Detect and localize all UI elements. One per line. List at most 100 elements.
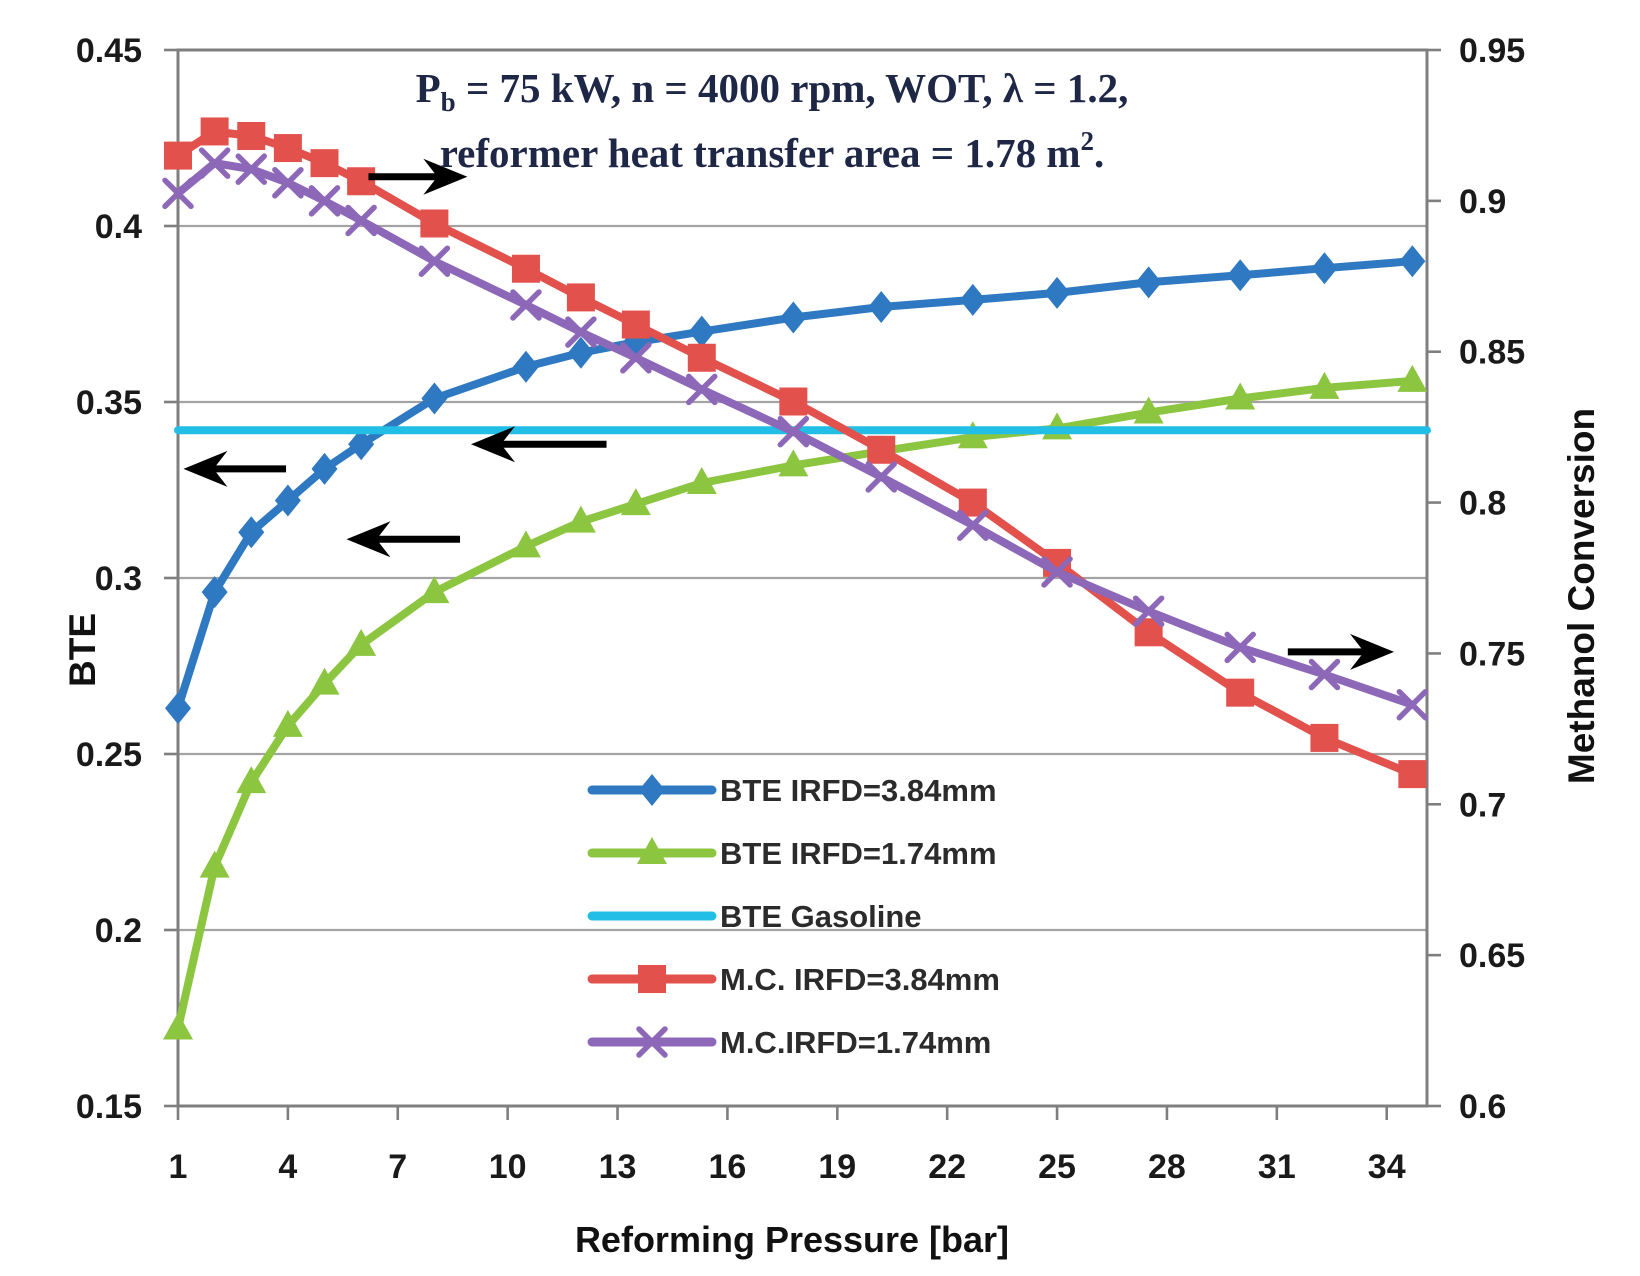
diamond-marker xyxy=(201,576,228,609)
x-axis-tick-label: 31 xyxy=(1258,1148,1296,1186)
left-axis-tick-label: 0.35 xyxy=(76,384,142,422)
square-marker xyxy=(420,209,449,238)
x-axis-tick-label: 1 xyxy=(169,1148,188,1186)
arrow-right-to-mc-axis-1-head xyxy=(423,158,468,195)
x-marker xyxy=(308,185,341,217)
x-axis-tick-label: 19 xyxy=(818,1148,856,1186)
diamond-marker xyxy=(512,350,539,383)
square-marker xyxy=(200,117,229,146)
square-marker xyxy=(1398,760,1427,789)
x-marker xyxy=(1396,688,1429,721)
square-marker xyxy=(310,149,339,178)
diamond-marker xyxy=(868,290,895,323)
legend-item: BTE IRFD=1.74mm xyxy=(587,836,997,871)
right-axis-title: Methanol Conversion xyxy=(1561,408,1602,784)
legend-item-label: BTE IRFD=1.74mm xyxy=(720,836,997,871)
diamond-marker xyxy=(1399,245,1426,278)
x-marker xyxy=(686,373,718,406)
left-axis-tick-label: 0.4 xyxy=(95,208,142,246)
square-marker xyxy=(237,121,266,150)
legend-item-label: BTE Gasoline xyxy=(720,899,922,934)
legend-item-label: BTE IRFD=3.84mm xyxy=(720,773,997,808)
triangle-marker xyxy=(1225,382,1256,410)
triangle-marker xyxy=(510,530,541,558)
left-axis-tick-label: 0.2 xyxy=(95,912,142,950)
x-marker xyxy=(1132,595,1165,627)
arrow-right-to-mc-axis-2-head xyxy=(1350,633,1395,670)
diamond-marker xyxy=(274,484,301,517)
legend-item: M.C. IRFD=3.84mm xyxy=(587,962,1000,997)
triangle-marker xyxy=(272,709,303,737)
diamond-marker xyxy=(639,774,665,806)
legend-item: M.C.IRFD=1.74mm xyxy=(587,1025,991,1060)
triangle-marker xyxy=(309,667,340,695)
x-axis-tick-label: 7 xyxy=(388,1148,407,1186)
diamond-marker xyxy=(348,428,375,461)
legend-item-label: M.C.IRFD=1.74mm xyxy=(720,1025,991,1060)
x-marker xyxy=(272,167,304,199)
x-marker xyxy=(565,316,597,348)
right-axis-tick-label: 0.65 xyxy=(1459,937,1525,975)
x-axis-tick-label: 25 xyxy=(1038,1148,1076,1186)
square-marker xyxy=(566,283,595,312)
triangle-marker xyxy=(637,837,667,864)
legend: BTE IRFD=3.84mm BTE IRFD=1.74mm BTE Gasoli… xyxy=(587,773,1000,1060)
arrow-left-to-bte-axis-1-head xyxy=(183,450,228,487)
triangle-marker xyxy=(1309,371,1340,399)
x-marker xyxy=(235,153,268,185)
triangle-marker xyxy=(957,421,988,449)
diamond-marker xyxy=(311,452,338,485)
square-marker xyxy=(347,167,376,196)
right-axis-tick-label: 0.75 xyxy=(1459,635,1525,673)
triangle-marker xyxy=(199,850,230,878)
x-marker xyxy=(865,461,897,493)
square-marker xyxy=(687,343,716,372)
legend-item-label: M.C. IRFD=3.84mm xyxy=(720,962,1000,997)
left-axis-tick-label: 0.25 xyxy=(76,736,142,774)
triangle-marker xyxy=(163,1012,193,1040)
chart-title-line2: reformer heat transfer area = 1.78 m2. xyxy=(440,126,1105,176)
square-marker xyxy=(621,310,650,339)
square-marker xyxy=(779,387,808,416)
x-marker xyxy=(418,245,451,277)
series-bte-irfd-1-74mm xyxy=(163,364,1428,1040)
right-axis-tick-label: 0.9 xyxy=(1459,183,1506,221)
x-axis-tick-label: 13 xyxy=(599,1148,637,1186)
diamond-marker xyxy=(688,315,715,348)
triangle-marker xyxy=(1133,396,1164,424)
annotation-arrows xyxy=(183,158,1395,670)
triangle-marker xyxy=(620,488,651,516)
diamond-marker xyxy=(1044,276,1071,309)
series-bte-irfd-3-84mm xyxy=(165,245,1426,725)
x-marker xyxy=(957,509,989,541)
legend-item: BTE IRFD=3.84mm xyxy=(587,773,997,808)
arrow-left-to-bte-axis-3-head xyxy=(471,426,516,463)
triangle-marker xyxy=(346,628,377,656)
left-axis-title: BTE xyxy=(62,613,103,687)
square-marker xyxy=(273,134,302,163)
diamond-marker xyxy=(1227,259,1254,292)
right-axis-tick-label: 0.8 xyxy=(1459,485,1506,523)
diamond-marker xyxy=(1311,252,1338,285)
chart-title-line1: Pb = 75 kW, n = 4000 rpm, WOT, λ = 1.2, xyxy=(416,65,1129,117)
square-marker xyxy=(511,254,540,283)
x-axis-tick-label: 28 xyxy=(1148,1148,1186,1186)
right-axis-tick-label: 0.7 xyxy=(1459,786,1506,824)
left-axis-tick-label: 0.45 xyxy=(76,32,142,70)
x-axis-title: Reforming Pressure [bar] xyxy=(575,1219,1009,1260)
square-marker xyxy=(958,488,987,517)
triangle-marker xyxy=(236,766,267,794)
diamond-marker xyxy=(165,692,191,725)
square-marker xyxy=(1310,723,1339,752)
diamond-marker xyxy=(780,301,807,334)
diamond-marker xyxy=(1135,266,1162,299)
left-axis-tick-label: 0.15 xyxy=(76,1088,142,1126)
x-marker xyxy=(345,204,377,237)
triangle-marker xyxy=(1397,364,1428,392)
arrow-left-to-bte-axis-2-head xyxy=(346,521,391,558)
series-m-c-irfd-3-84mm xyxy=(164,117,1427,789)
x-axis-tick-label: 4 xyxy=(278,1148,297,1186)
triangle-marker xyxy=(686,466,717,494)
right-axis-tick-label: 0.95 xyxy=(1459,32,1525,70)
